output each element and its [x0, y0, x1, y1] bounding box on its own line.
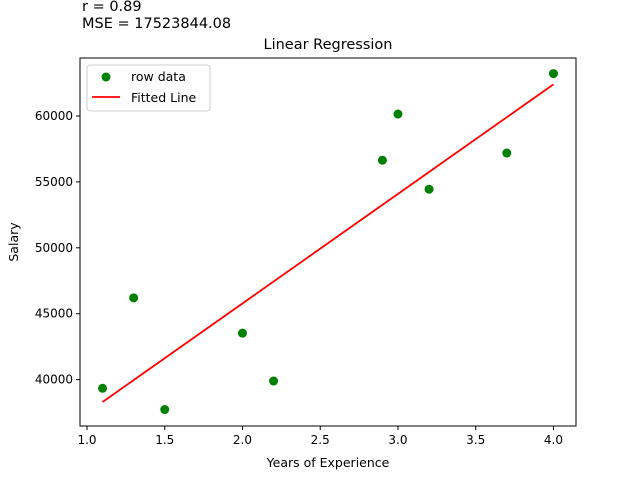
y-axis-label: Salary	[6, 222, 21, 262]
data-point	[548, 69, 558, 79]
plot-frame	[79, 57, 577, 427]
x-tick-label: 3.0	[388, 433, 407, 447]
y-tick-label: 40000	[35, 373, 73, 387]
data-point	[424, 184, 434, 194]
legend-marker-row-data	[101, 72, 111, 82]
data-point	[160, 405, 170, 415]
plot-area	[80, 58, 576, 426]
y-tick-label: 45000	[35, 307, 73, 321]
x-tick-label: 1.5	[155, 433, 174, 447]
legend-label-fitted-line: Fitted Line	[131, 90, 197, 105]
x-tick-label: 2.0	[233, 433, 252, 447]
fitted-line	[102, 83, 554, 403]
data-point	[98, 383, 108, 393]
r-annotation: r = 0.89	[82, 0, 142, 15]
data-point	[393, 109, 403, 119]
data-point	[269, 376, 279, 386]
x-tick-label: 1.0	[77, 433, 96, 447]
legend-box	[86, 64, 211, 112]
axis-ticks: 1.0 1.5 2.0 2.5 3.0 3.5 4.0 40000 45000 50000 5500…	[35, 109, 563, 447]
mse-annotation: MSE = 17523844.08	[82, 16, 231, 32]
x-tick-label: 4.0	[544, 433, 563, 447]
fitted-line-series	[102, 83, 554, 403]
y-tick-label: 50000	[35, 241, 73, 255]
x-axis-label: Years of Experience	[266, 455, 390, 470]
y-tick-label: 55000	[35, 175, 73, 189]
legend: row data Fitted Line	[86, 64, 211, 112]
x-tick-label: 2.5	[311, 433, 330, 447]
x-tick-label: 3.5	[466, 433, 485, 447]
chart-title: Linear Regression	[264, 37, 393, 53]
y-tick-label: 60000	[35, 109, 73, 123]
data-point	[377, 155, 387, 165]
scatter-series	[98, 69, 558, 415]
legend-label-row-data: row data	[131, 69, 186, 84]
data-point	[237, 328, 247, 338]
data-point	[129, 293, 139, 303]
data-point	[502, 148, 512, 158]
